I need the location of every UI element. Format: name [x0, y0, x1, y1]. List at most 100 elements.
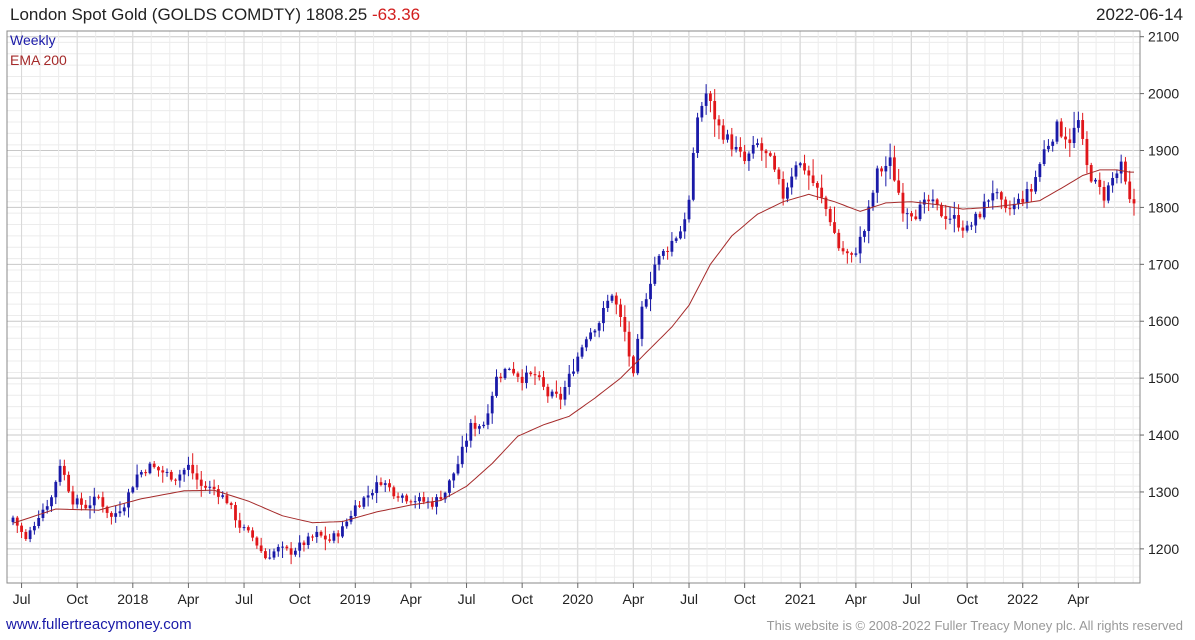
candle-body: [114, 513, 118, 517]
candle-body: [593, 330, 597, 333]
candle-body: [272, 551, 276, 558]
candle-body: [679, 231, 682, 239]
candle-body: [465, 440, 468, 447]
time-tick-label: 2022: [1007, 591, 1038, 607]
candle-body: [644, 299, 648, 307]
legend-ema: EMA 200: [10, 52, 67, 68]
time-tick-label: Jul: [458, 591, 476, 607]
candle-body: [426, 501, 430, 503]
candle-body: [777, 169, 781, 179]
candle-body: [174, 479, 177, 481]
weekly-candles: [11, 84, 1136, 565]
candle-body: [409, 501, 413, 503]
candle-body: [212, 486, 216, 490]
candle-body: [460, 446, 464, 465]
candle-body: [242, 527, 246, 529]
candle-body: [375, 482, 379, 494]
candle-body: [358, 505, 361, 507]
candle-body: [820, 187, 824, 198]
candle-body: [264, 551, 267, 559]
candle-body: [11, 517, 15, 523]
candle-body: [683, 219, 687, 232]
candle-body: [24, 531, 28, 540]
candle-body: [1098, 179, 1102, 187]
candle-body: [302, 542, 306, 546]
candle-body: [516, 373, 520, 377]
candle-body: [807, 170, 811, 176]
candle-body: [999, 192, 1003, 200]
candle-body: [41, 509, 45, 518]
price-tick-label: 1900: [1148, 143, 1179, 159]
candle-body: [204, 485, 207, 488]
price-change: -63.36: [371, 5, 421, 24]
candle-body: [892, 157, 896, 181]
candle-body: [28, 530, 32, 540]
time-tick-label: Oct: [66, 591, 88, 607]
candle-body: [54, 481, 58, 498]
candle-body: [1102, 186, 1106, 201]
candle-body: [995, 192, 999, 194]
candle-body: [884, 165, 888, 172]
candle-body: [602, 307, 605, 324]
candle-body: [400, 495, 404, 498]
candle-body: [1021, 198, 1025, 203]
candle-body: [559, 393, 563, 400]
candle-body: [850, 253, 854, 255]
candle-body: [845, 251, 849, 254]
candle-body: [495, 376, 498, 396]
candle-body: [790, 176, 794, 188]
candle-body: [794, 165, 798, 177]
last-price: 1808.25: [305, 5, 368, 24]
candle-body: [649, 283, 652, 300]
candle-body: [1038, 164, 1042, 178]
website-link[interactable]: www.fullertreacymoney.com: [6, 616, 192, 633]
candle-body: [1055, 121, 1059, 142]
candle-body: [764, 150, 768, 154]
candle-body: [84, 504, 88, 509]
candle-body: [781, 178, 785, 199]
candle-body: [139, 472, 143, 475]
candle-body: [922, 199, 926, 205]
candle-body: [396, 496, 400, 498]
candle-body: [392, 487, 396, 497]
candle-body: [469, 422, 473, 441]
candle-body: [187, 464, 190, 470]
candle-body: [542, 377, 545, 387]
candle-body: [811, 175, 815, 184]
candle-body: [246, 527, 250, 531]
candle-body: [576, 356, 580, 372]
candle-body: [452, 473, 456, 481]
candle-body: [448, 480, 451, 493]
candle-body: [58, 465, 62, 482]
candle-body: [477, 426, 481, 429]
time-tick-label: 2018: [117, 591, 148, 607]
candle-body: [507, 368, 511, 370]
chart-date: 2022-06-14: [1096, 5, 1183, 24]
candle-body: [1068, 139, 1072, 144]
candle-body: [152, 463, 156, 468]
candle-body: [580, 347, 584, 357]
candle-body: [623, 316, 627, 332]
candle-body: [584, 339, 588, 348]
candle-body: [328, 539, 332, 541]
candle-body: [88, 505, 92, 509]
price-tick-label: 1600: [1148, 313, 1179, 329]
chart-grid: [7, 31, 1140, 583]
candle-body: [234, 505, 237, 521]
time-tick-label: Oct: [956, 591, 978, 607]
candle-body: [80, 498, 83, 505]
candle-body: [965, 225, 969, 231]
candle-body: [768, 153, 772, 156]
instrument-name: London Spot Gold (GOLDS COMDTY): [10, 5, 302, 24]
candle-body: [867, 206, 871, 232]
candle-body: [486, 413, 490, 425]
candle-body: [786, 187, 789, 199]
time-tick-label: Apr: [1067, 591, 1089, 607]
candle-body: [563, 386, 567, 400]
candle-body: [721, 125, 725, 140]
candle-body: [191, 464, 195, 474]
candle-body: [336, 533, 340, 537]
candle-body: [760, 143, 764, 151]
candle-body: [1081, 120, 1085, 139]
